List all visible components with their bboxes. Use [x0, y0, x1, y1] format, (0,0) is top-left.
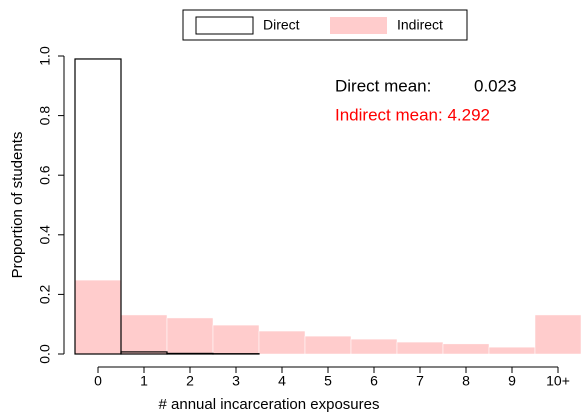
- bar: [166, 352, 214, 355]
- x-tick-label: 10+: [546, 373, 570, 389]
- x-tick-label: 8: [462, 373, 470, 389]
- x-tick-label: 4: [278, 373, 286, 389]
- bar: [534, 314, 582, 355]
- y-tick-label: 0.6: [37, 165, 53, 185]
- bar: [488, 346, 536, 355]
- y-tick-label: 0.2: [37, 284, 53, 304]
- bar: [120, 314, 168, 355]
- bar: [442, 343, 490, 355]
- bar: [166, 317, 214, 355]
- x-tick-label: 2: [186, 373, 194, 389]
- y-tick-label: 0.8: [37, 106, 53, 126]
- direct-mean-value: 0.023: [474, 76, 517, 95]
- y-tick-label: 0.4: [37, 225, 53, 245]
- y-tick-label: 0.0: [37, 344, 53, 364]
- x-tick-label: 9: [508, 373, 516, 389]
- bar: [304, 335, 352, 355]
- legend-swatch: [330, 17, 387, 34]
- legend-label: Direct: [263, 17, 300, 33]
- y-axis-label: Proportion of students: [9, 132, 26, 279]
- direct-mean-label: Direct mean:: [335, 76, 431, 95]
- bar: [74, 279, 122, 355]
- indirect-mean: Indirect mean: 4.292: [335, 105, 490, 124]
- x-tick-label: 7: [416, 373, 424, 389]
- x-tick-label: 1: [140, 373, 148, 389]
- bar: [350, 338, 398, 355]
- x-tick-label: 6: [370, 373, 378, 389]
- x-tick-label: 0: [94, 373, 102, 389]
- legend-label: Indirect: [397, 17, 443, 33]
- x-tick-label: 3: [232, 373, 240, 389]
- bar: [258, 330, 306, 355]
- y-tick-label: 1.0: [37, 46, 53, 66]
- x-axis-label: # annual incarceration exposures: [159, 396, 380, 413]
- legend-swatch: [195, 16, 254, 35]
- x-tick-label: 5: [324, 373, 332, 389]
- bar: [74, 58, 122, 355]
- bar: [396, 341, 444, 355]
- bar: [212, 324, 260, 355]
